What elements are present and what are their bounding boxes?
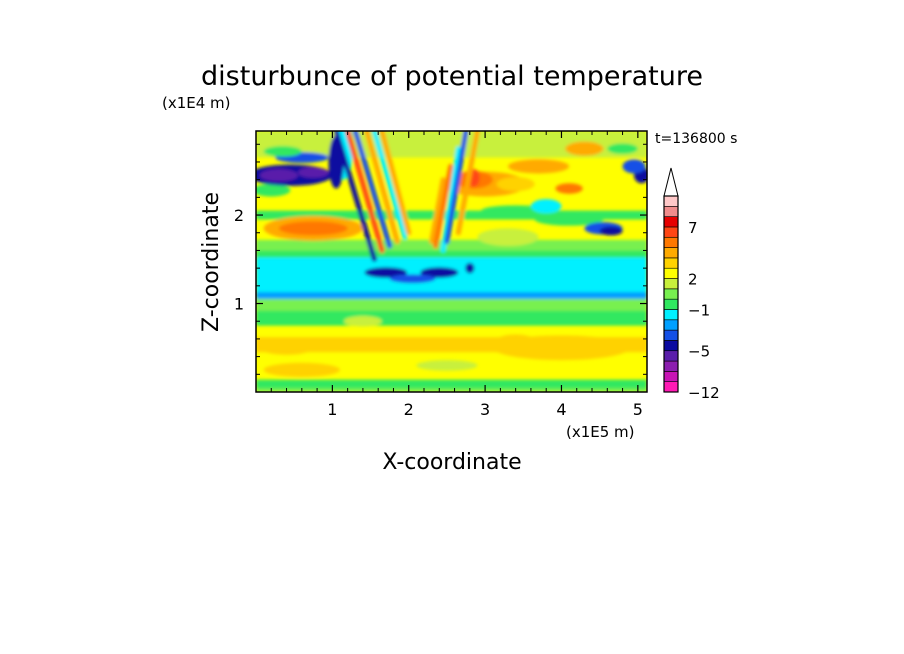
x-tick-label: 4 xyxy=(556,400,566,419)
wave-streak xyxy=(371,131,408,240)
wave-streak xyxy=(432,163,454,249)
colorbar-swatch xyxy=(663,288,679,300)
x-unit-label: (x1E5 m) xyxy=(566,423,635,441)
contour-patch xyxy=(389,274,436,284)
contour-patch xyxy=(263,362,341,377)
colorbar-extend-arrow xyxy=(663,167,679,197)
y-axis-label: Z-coordinate xyxy=(199,192,224,332)
colorbar-tick-label: −12 xyxy=(688,384,720,402)
contour-patch xyxy=(599,226,623,236)
contour-band xyxy=(256,388,647,392)
colorbar-swatch xyxy=(663,350,679,362)
contour-band xyxy=(256,310,647,326)
x-tick-label: 2 xyxy=(404,400,414,419)
colorbar-swatch xyxy=(663,309,679,321)
colorbar: 7 2 −1 −5 −12 xyxy=(663,167,720,402)
contour-patch xyxy=(364,267,408,278)
contour-patch xyxy=(416,360,478,371)
contour-patch xyxy=(465,262,475,274)
axis-ticks: 1 2 3 4 5 1 2 xyxy=(234,131,647,419)
colorbar-tick-label: 7 xyxy=(688,219,698,237)
wave-streak xyxy=(352,131,393,249)
colorbar-swatch xyxy=(663,247,679,259)
x-axis-label: X-coordinate xyxy=(382,450,521,475)
contour-band xyxy=(256,379,647,389)
x-tick-label: 5 xyxy=(633,400,643,419)
contour-band xyxy=(256,250,647,258)
time-label: t=136800 s xyxy=(655,131,737,147)
wave-streak xyxy=(364,131,400,245)
y-tick-label: 2 xyxy=(234,206,244,225)
contour-band xyxy=(256,292,647,300)
contour-band xyxy=(256,299,647,311)
contour-patch xyxy=(278,221,348,236)
wave-streak xyxy=(455,131,480,236)
colorbar-swatch xyxy=(663,206,679,217)
wave-streak xyxy=(440,146,461,253)
colorbar-tick-label: −5 xyxy=(688,343,710,361)
x-tick-label: 1 xyxy=(327,400,337,419)
colorbar-tick-label: −1 xyxy=(688,301,710,319)
wave-streak xyxy=(333,131,377,262)
plot-frame xyxy=(255,130,648,393)
contour-patch xyxy=(492,334,539,353)
colorbar-swatch xyxy=(663,257,679,269)
contour-patch xyxy=(477,228,539,247)
contour-patch xyxy=(259,169,299,182)
x-tick-label: 3 xyxy=(480,400,490,419)
contour-field xyxy=(256,131,647,392)
contour-patch xyxy=(256,184,291,197)
colorbar-swatch xyxy=(663,371,679,382)
contour-patch xyxy=(298,167,329,178)
wave-streak xyxy=(444,131,469,245)
colorbar-swatch xyxy=(663,329,679,341)
contour-patch xyxy=(607,143,638,155)
colorbar-swatch xyxy=(663,267,679,279)
y-tick-label: 1 xyxy=(234,295,244,314)
colorbar-swatch xyxy=(663,340,679,352)
colorbar-swatch xyxy=(663,278,679,290)
chart-title: disturbunce of potential temperature xyxy=(201,61,703,92)
contour-patch xyxy=(530,199,562,214)
y-unit-label: (x1E4 m) xyxy=(162,94,231,112)
contour-patch xyxy=(496,177,535,192)
colorbar-swatch xyxy=(663,360,679,372)
contour-patch xyxy=(420,267,459,278)
contour-patch xyxy=(508,159,570,174)
colorbar-swatch xyxy=(663,298,679,310)
wave-streak xyxy=(379,131,412,236)
colorbar-swatch xyxy=(663,195,679,207)
contour-patch xyxy=(555,183,583,194)
wave-streak xyxy=(429,177,446,245)
colorbar-tick-label: 2 xyxy=(688,271,698,289)
wave-streak xyxy=(345,131,385,253)
contour-patch xyxy=(622,159,646,174)
contour-patch xyxy=(565,141,604,156)
contour-patch xyxy=(263,146,302,157)
colorbar-swatch xyxy=(663,319,679,331)
contour-patch xyxy=(534,213,604,226)
contour-band xyxy=(256,239,647,251)
colorbar-frame xyxy=(663,195,679,393)
colorbar-swatch xyxy=(663,236,679,248)
contour-patch xyxy=(259,340,314,355)
colorbar-swatch xyxy=(663,381,679,393)
colorbar-swatch xyxy=(663,226,679,238)
colorbar-swatch xyxy=(663,216,679,228)
contour-patch xyxy=(343,315,383,327)
